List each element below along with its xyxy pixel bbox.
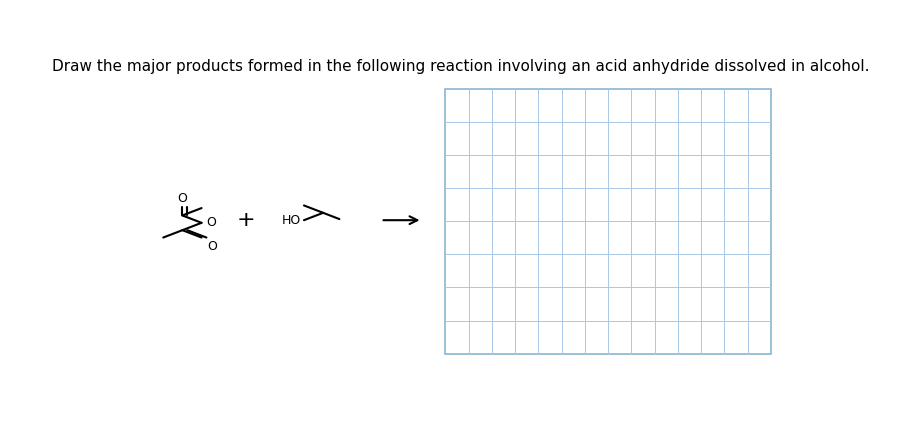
Text: Draw the major products formed in the following reaction involving an acid anhyd: Draw the major products formed in the fo… <box>52 59 869 74</box>
Bar <box>445 89 770 354</box>
Text: O: O <box>177 192 187 205</box>
Text: HO: HO <box>282 214 301 227</box>
Text: O: O <box>207 216 217 230</box>
Text: +: + <box>236 210 255 230</box>
Text: O: O <box>207 240 217 253</box>
